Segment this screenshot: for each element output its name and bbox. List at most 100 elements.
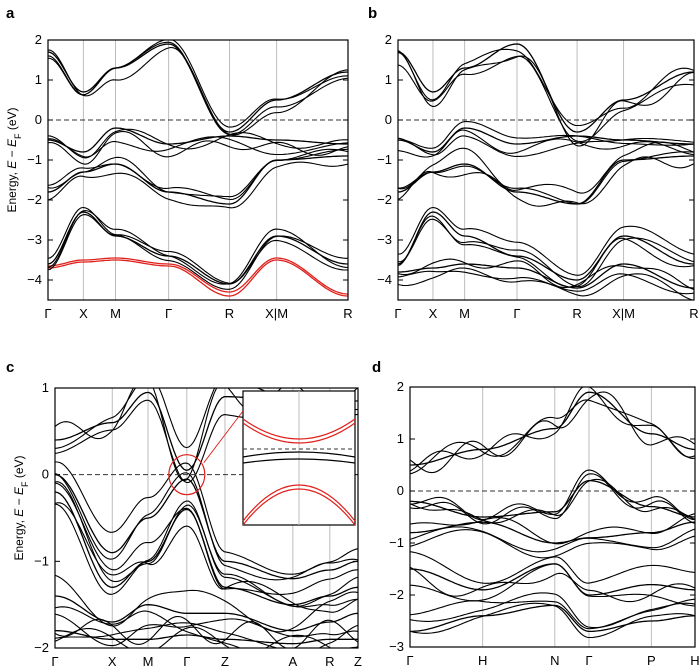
y-tick-label: 1 [397, 431, 404, 446]
band-line [48, 46, 348, 136]
band-line [398, 211, 694, 281]
band-line [410, 566, 695, 603]
band-line [48, 214, 348, 284]
panel-c: c −2 −1 0 1 Γ X M Γ Z A R Z Energy, E − EF (eV) [6, 359, 362, 666]
band-line [410, 391, 695, 466]
band-line [410, 602, 695, 639]
plot-frame [54, 387, 359, 649]
y-tick-label: −2 [389, 587, 404, 602]
x-tick-label: Γ [513, 306, 520, 321]
band-line [398, 48, 694, 127]
panel-label-d: d [372, 359, 381, 376]
panel-b: b −4 −3 −2 −1 0 1 2 Γ X M Γ R X|M R [368, 5, 699, 321]
inset-band [242, 484, 356, 522]
plot-frame [409, 386, 696, 648]
y-tick-label: 2 [35, 32, 42, 47]
band-line [410, 473, 695, 525]
band-line [48, 136, 348, 158]
band-line [48, 127, 348, 153]
band-line [55, 615, 358, 648]
y-tick-label: −3 [27, 232, 42, 247]
band-line [48, 161, 348, 209]
band-line [48, 130, 348, 165]
band-line [398, 121, 694, 149]
band-line [398, 141, 694, 194]
y-tick-label: 1 [35, 72, 42, 87]
band-line [398, 267, 694, 300]
inset-connector [203, 410, 244, 463]
band-line [55, 574, 358, 633]
band-line [55, 491, 358, 606]
y-tick-label: 1 [385, 72, 392, 87]
panel-label-a: a [6, 5, 15, 22]
inset-band [242, 451, 356, 458]
band-line [55, 461, 358, 575]
plot-frame [397, 39, 695, 301]
x-tick-label: P [647, 653, 656, 666]
y-tick-label: 1 [42, 380, 49, 395]
x-tick-label: A [289, 654, 298, 666]
y-tick-label: 2 [397, 379, 404, 394]
band-line [410, 563, 695, 607]
band-line [398, 156, 694, 207]
band-line [398, 215, 694, 288]
x-tick-label: Γ [44, 306, 51, 321]
x-tick-label: R [225, 306, 234, 321]
zoom-inset [242, 390, 356, 526]
y-tick-label: 0 [397, 483, 404, 498]
y-axis-label: Energy, E − EF (eV) [12, 455, 30, 560]
x-tick-label: N [550, 653, 559, 666]
y-tick-label: −4 [27, 272, 42, 287]
band-line [410, 478, 695, 524]
band-line [410, 469, 695, 521]
band-line [410, 479, 695, 518]
y-tick-label: −1 [389, 535, 404, 550]
band-line [410, 563, 695, 596]
band-line [55, 630, 358, 645]
band-line [48, 148, 348, 201]
band-line [410, 598, 695, 630]
x-tick-label: R [325, 654, 334, 666]
gamma-highlight-circle [168, 454, 206, 496]
band-line [55, 502, 358, 613]
y-axis-label: Energy, E − EF (eV) [5, 107, 23, 212]
band-line [410, 592, 695, 629]
y-tick-label: −2 [27, 192, 42, 207]
band-line [55, 500, 358, 608]
band-line [55, 613, 358, 647]
band-line [398, 258, 694, 291]
x-tick-label: X [79, 306, 88, 321]
band-line [410, 513, 695, 545]
plot-frame [47, 39, 349, 301]
x-tick-label: M [110, 306, 121, 321]
x-tick-label: X|M [612, 306, 635, 321]
bands-d [410, 387, 695, 639]
y-tick-label: −3 [377, 232, 392, 247]
band-line [48, 155, 348, 205]
x-tick-label: H [690, 653, 699, 666]
x-tick-label: Γ [394, 306, 401, 321]
x-tick-label: M [143, 654, 154, 666]
band-line [410, 387, 695, 472]
x-tick-label: Γ [585, 653, 592, 666]
band-line [48, 41, 348, 136]
band-line [48, 43, 348, 133]
y-tick-label: −1 [34, 553, 49, 568]
band-line [410, 526, 695, 553]
x-tick-label: Γ [165, 306, 172, 321]
bands-c [55, 388, 358, 648]
y-tick-label: 2 [385, 32, 392, 47]
x-tick-label: X [108, 654, 117, 666]
x-tick-label: Z [354, 654, 362, 666]
band-line [48, 128, 348, 159]
x-tick-label: X [429, 306, 438, 321]
inset-band [242, 458, 356, 464]
panel-d: d −3 −2 −1 0 1 2 Γ H N Γ P H [372, 359, 700, 666]
x-tick-label: M [459, 306, 470, 321]
inset-band [242, 418, 356, 440]
bands-a [48, 40, 348, 297]
y-tick-label: −2 [377, 192, 392, 207]
band-line [48, 211, 348, 285]
band-line [48, 148, 348, 198]
